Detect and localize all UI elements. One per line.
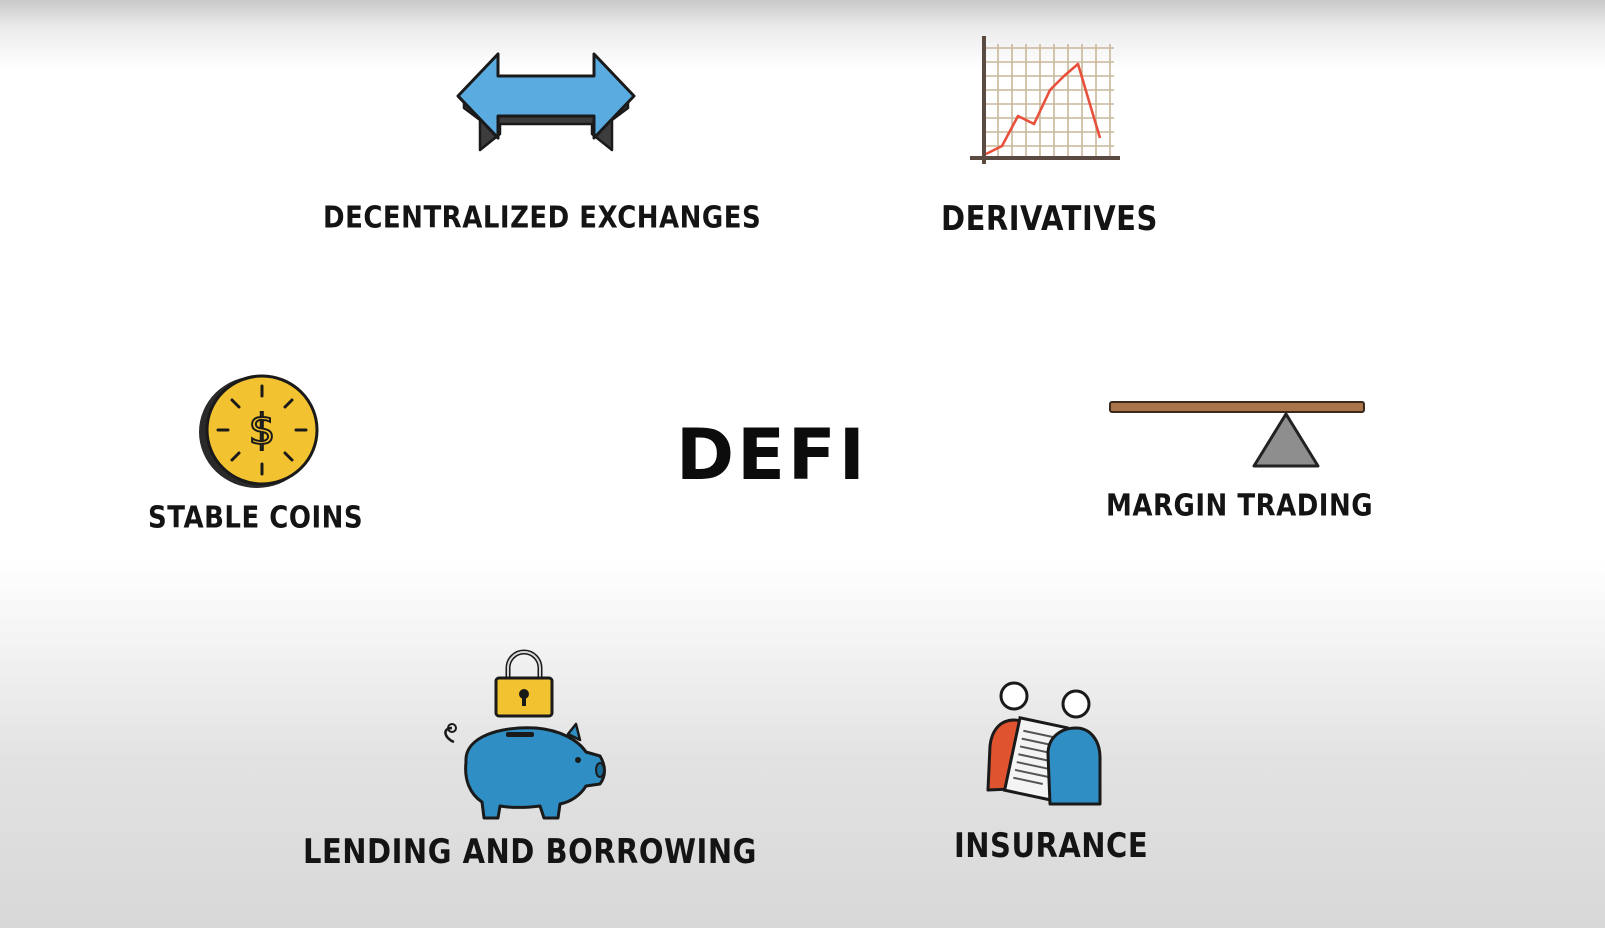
people-document-icon — [986, 681, 1102, 806]
insurance-label: INSURANCE — [954, 824, 1149, 866]
dollar-coin-icon: $ — [199, 374, 319, 488]
decentralized-exchanges-label: DECENTRALIZED EXCHANGES — [323, 200, 762, 236]
piggy-bank-icon — [444, 722, 606, 820]
margin-trading-label: MARGIN TRADING — [1106, 488, 1374, 524]
defi-title: DEFI — [676, 414, 868, 496]
stable-coins-label: STABLE COINS — [148, 500, 364, 536]
double-arrow-icon — [456, 52, 636, 152]
line-chart-icon — [970, 36, 1120, 164]
derivatives-label: DERIVATIVES — [941, 197, 1158, 239]
svg-text:$: $ — [249, 405, 276, 454]
seesaw-icon — [1109, 401, 1365, 468]
lending-and-borrowing-label: LENDING AND BORROWING — [303, 830, 757, 872]
padlock-icon — [494, 649, 554, 718]
